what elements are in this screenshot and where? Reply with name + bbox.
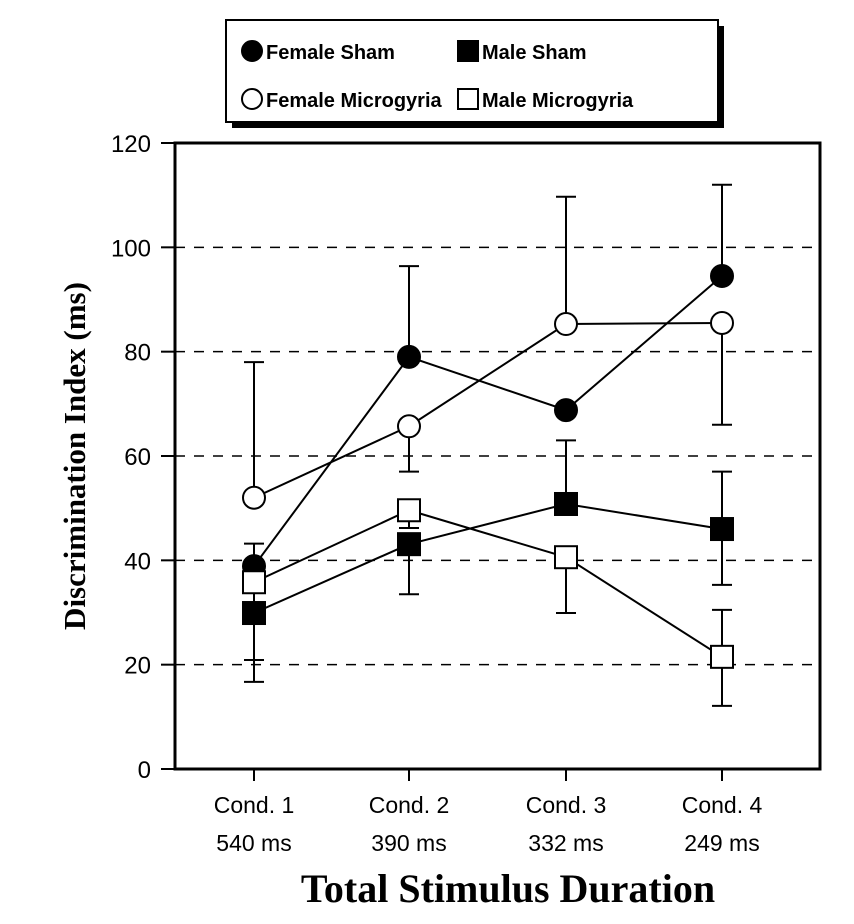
point-female-sham xyxy=(554,398,578,423)
y-tick-label: 20 xyxy=(124,653,151,680)
point-male-microgyria xyxy=(554,545,578,570)
legend-marker-male-microgyria xyxy=(457,88,479,110)
point-male-microgyria xyxy=(397,498,421,523)
point-male-sham xyxy=(242,601,266,626)
legend-label-female-sham: Female Sham xyxy=(266,42,395,64)
legend-label-female-microgyria: Female Microgyria xyxy=(266,90,443,112)
series-line-female-sham xyxy=(253,275,723,567)
x-tick-sublabel: 540 ms xyxy=(216,830,291,856)
point-female-sham xyxy=(397,344,421,369)
y-axis-title: Discrimination Index (ms) xyxy=(57,282,92,630)
point-male-sham xyxy=(397,532,421,557)
series-line-male-microgyria xyxy=(253,509,723,658)
point-male-sham xyxy=(710,517,734,542)
point-female-sham xyxy=(710,264,734,289)
point-male-sham xyxy=(554,491,578,516)
x-tick-label: Cond. 3 xyxy=(526,792,607,818)
point-female-microgyria xyxy=(242,485,266,510)
legend-marker-male-sham xyxy=(457,40,479,62)
point-male-microgyria xyxy=(710,644,734,669)
x-tick-sublabel: 249 ms xyxy=(684,830,759,856)
x-axis-title: Total Stimulus Duration xyxy=(301,866,715,911)
plot-frame xyxy=(173,141,822,771)
legend-label-male-microgyria: Male Microgyria xyxy=(482,90,634,112)
y-tick-label: 100 xyxy=(111,235,151,262)
x-tick-label: Cond. 4 xyxy=(682,792,763,818)
y-tick-label: 0 xyxy=(138,757,151,784)
x-tick-label: Cond. 1 xyxy=(214,792,295,818)
x-tick-label: Cond. 2 xyxy=(369,792,450,818)
legend-label-male-sham: Male Sham xyxy=(482,42,586,64)
y-tick-label: 80 xyxy=(124,340,151,367)
legend: Female Sham Male Sham Female Microgyria Mal… xyxy=(225,19,724,128)
legend-marker-female-sham xyxy=(241,40,263,62)
series-line-female-microgyria xyxy=(253,321,723,499)
legend-marker-female-microgyria xyxy=(241,88,263,110)
point-male-microgyria xyxy=(242,570,266,595)
point-female-microgyria xyxy=(710,310,734,335)
y-tick-label: 40 xyxy=(124,548,151,575)
x-tick-sublabel: 332 ms xyxy=(528,830,603,856)
y-tick-label: 120 xyxy=(111,131,151,158)
series-line-male-sham xyxy=(253,502,723,614)
point-female-microgyria xyxy=(397,414,421,439)
x-tick-sublabel: 390 ms xyxy=(371,830,446,856)
point-female-microgyria xyxy=(554,312,578,337)
y-tick-label: 60 xyxy=(124,444,151,471)
